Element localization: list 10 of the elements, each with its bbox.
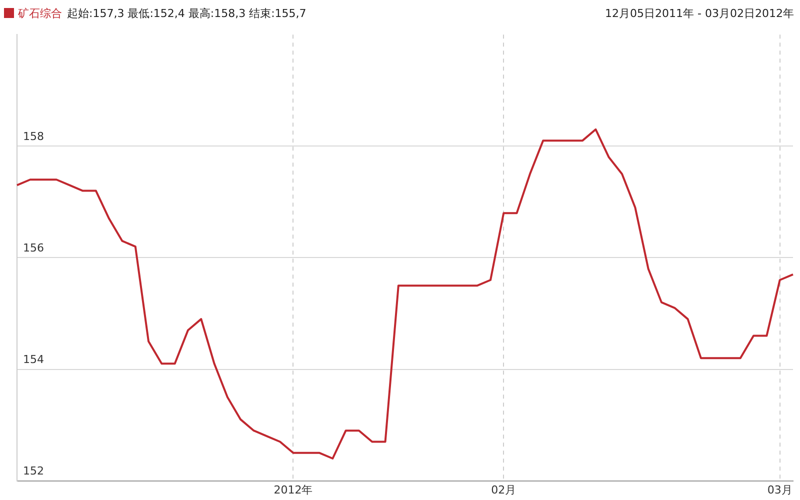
y-tick-label: 152 <box>23 464 44 478</box>
x-tick-label: 2012年 <box>274 483 313 496</box>
y-tick-label: 158 <box>23 130 44 144</box>
x-tick-label: 02月 <box>491 483 516 496</box>
legend-label: 矿石综合 <box>18 6 62 20</box>
x-tick-label: 03月 <box>767 483 792 496</box>
text: 起始:157,3 最低:152,4 最高:158,3 结束:155,7 <box>67 6 306 20</box>
text: 12月05日2011年 - 03月02日2012年 <box>605 7 794 20</box>
y-tick-label: 156 <box>23 242 44 255</box>
y-tick-label: 154 <box>23 353 44 366</box>
